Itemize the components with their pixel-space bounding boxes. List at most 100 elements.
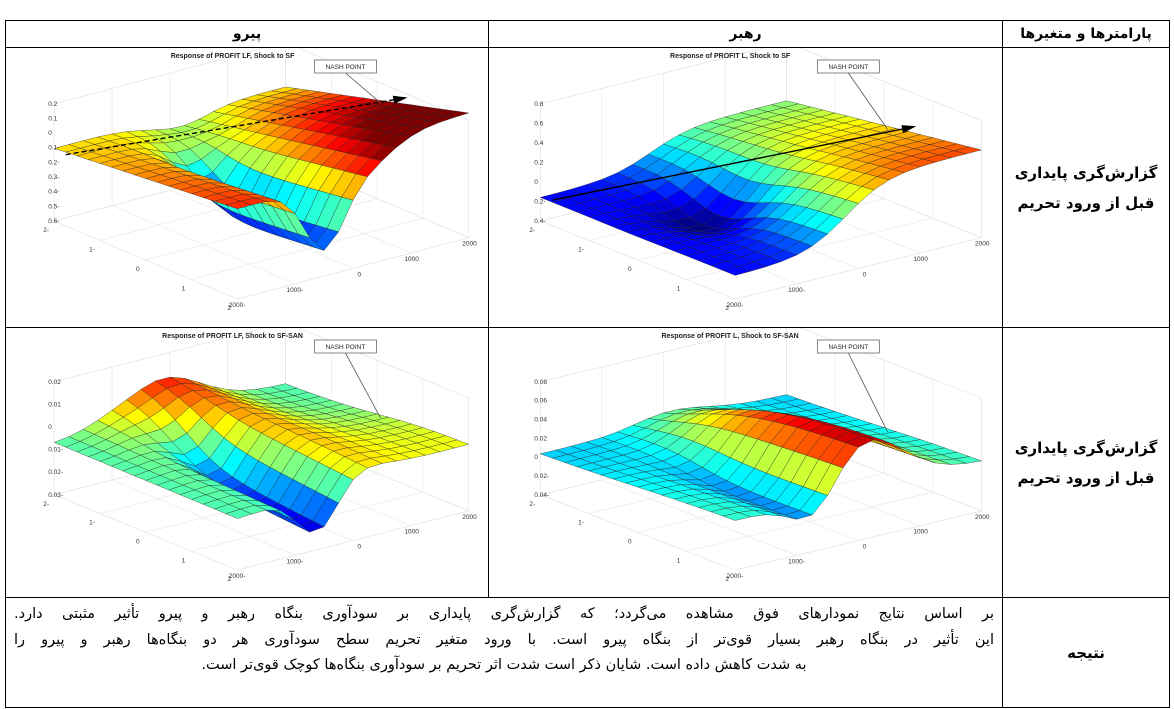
annotation-text: NASH POINT [828,344,868,351]
surface-plot: 0.02 0.01 0 -0.01 -0.02 -0.03 -2 -1 0 1 2-2000 -100… [43,328,477,583]
x-tick-label: 2 [228,305,232,312]
y-tick-label: -2000 [727,302,744,309]
x-tick-label: 1 [677,557,681,564]
z-tick-label: 0.6 [534,120,543,127]
z-tick-label: 0.1 [48,115,57,122]
surface-patch [722,512,752,521]
grid-line [54,220,238,300]
y-tick-label: -1000 [788,287,805,294]
x-tick-label: 2 [228,576,232,583]
annotation-text: NASH POINT [828,64,868,71]
x-tick-label: 1 [677,286,681,293]
header-text: پیرو [232,26,262,42]
z-tick-label: -0.04 [534,492,549,499]
z-tick-label: 0 [48,130,52,137]
y-tick-label: -1000 [788,558,805,565]
header-cell: رهبر [488,20,1003,48]
z-tick-label: -0.6 [48,218,59,225]
y-tick-label: 1000 [913,529,928,536]
z-tick-label: 0.02 [534,435,547,442]
header-text: پارامترها و متغیرها [1020,26,1152,42]
x-tick-label: -2 [43,501,49,508]
y-tick-label: 0 [357,544,361,551]
x-tick-label: 0 [136,538,140,545]
annotation-arrow [345,72,381,104]
y-tick-label: 2000 [975,241,990,248]
z-tick-label: 0 [48,424,52,431]
surface-patch [722,266,752,276]
y-tick-label: 2000 [462,241,477,248]
z-tick-label: 0.01 [48,401,61,408]
y-tick-label: 1000 [404,256,419,263]
z-tick-label: 0 [534,179,538,186]
x-tick-label: 0 [628,266,632,273]
grid-line [540,220,736,300]
grid-line [191,217,424,280]
label-line: گزارش‌گری پایداری [1014,163,1158,182]
result-text: بر اساس نتایج نمودارهای فوق مشاهده می‌گر… [5,597,1003,708]
surface-plot: 0.2 0.1 0 -0.1 -0.2 -0.3 -0.4 -0.5 -0.6 -2 -1 0 1 2-2… [43,48,477,312]
grid-line [735,237,982,300]
label-line: قبل از ورود تحریم [1017,193,1155,212]
z-tick-label: -0.4 [534,218,545,225]
z-tick-label: 0 [534,454,538,461]
result-label: نتیجه [1002,597,1170,708]
arrow-head [392,95,408,104]
plot-title: Response of PROFIT L, Shock to SF-SAN [661,333,798,340]
surface-patch [225,201,253,209]
z-tick-label: -0.3 [48,174,59,181]
y-tick-label: -1000 [287,287,304,294]
x-tick-label: 2 [725,305,729,312]
x-tick-label: -1 [89,247,95,254]
row-label: گزارش‌گری پایداری قبل از ورود تحریم [1002,47,1170,328]
annotation-arrow [847,352,888,433]
z-tick-label: -0.2 [48,159,59,166]
x-tick-label: 1 [182,557,186,564]
z-tick-label: 0.02 [48,379,61,386]
x-tick-label: -1 [578,520,584,527]
surface-plot: 0.08 0.06 0.04 0.02 0 -0.02 -0.04 -2 -1 0 1 2-2000 -… [529,328,990,583]
z-tick-label: 0.08 [534,379,547,386]
y-tick-label: 2000 [462,514,477,521]
header-cell: پیرو [5,20,489,48]
z-tick-label: -0.2 [534,198,545,205]
plot-title: Response of PROFIT LF, Shock to SF-SAN [162,333,303,340]
z-tick-label: 0.8 [534,101,543,108]
x-tick-label: -2 [529,227,535,234]
y-tick-label: 0 [357,271,361,278]
z-tick-label: -0.02 [534,473,549,480]
result-line: بر اساس نتایج نمودارهای فوق مشاهده می‌گر… [14,606,994,622]
x-tick-label: 0 [136,266,140,273]
z-tick-label: 0.04 [534,416,547,423]
annotation-arrow [345,352,381,419]
y-tick-label: -2000 [229,573,246,580]
x-tick-label: 1 [182,286,186,293]
z-tick-label: -0.01 [48,447,63,454]
z-tick-label: -0.4 [48,189,59,196]
z-tick-label: -0.1 [48,145,59,152]
plot-title: Response of PROFIT LF, Shock to SF [171,53,295,60]
y-tick-label: 2000 [975,514,990,521]
result-line: به شدت کاهش داده است. شایان ذکر است شدت … [201,657,807,673]
y-tick-label: 0 [863,544,867,551]
result-line: این تأثیر در بنگاه رهبر بسیار قوی‌تر از … [14,631,994,648]
trend-arrow [552,126,914,201]
x-tick-label: -2 [43,227,49,234]
grid-line [686,491,933,552]
row-label: گزارش‌گری پایداری قبل از ورود تحریم [1002,327,1170,598]
annotation-text: NASH POINT [326,344,366,351]
z-tick-label: -0.5 [48,203,59,210]
grid-line [237,510,469,571]
label-line: قبل از ورود تحریم [1017,468,1155,487]
surface-plot: 0.8 0.6 0.4 0.2 0 -0.2 -0.4 -2 -1 0 1 2-2000 -1000 0 1… [529,48,990,312]
x-tick-label: 0 [628,538,632,545]
header-text: رهبر [729,26,762,42]
y-tick-label: 0 [863,271,867,278]
x-tick-label: -1 [578,247,584,254]
surface-patch [225,509,253,519]
x-tick-label: -1 [89,520,95,527]
trend-arrow [65,97,405,156]
z-tick-label: 0.2 [48,101,57,108]
x-tick-label: 2 [725,576,729,583]
